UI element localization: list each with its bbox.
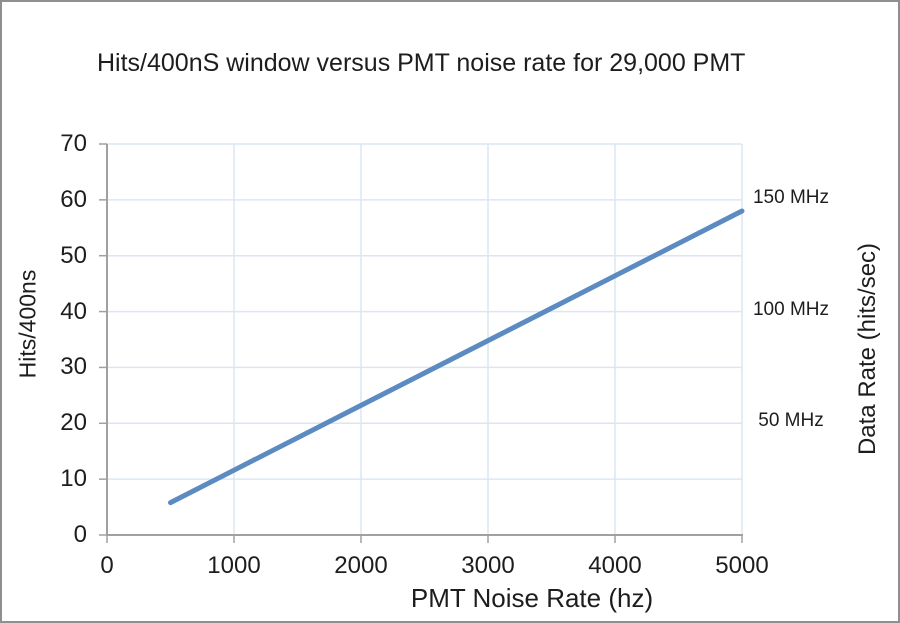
x-axis-title: PMT Noise Rate (hz): [410, 583, 654, 613]
data-line: [168, 208, 745, 506]
chart-title: Hits/400nS window versus PMT noise rate …: [97, 49, 746, 77]
